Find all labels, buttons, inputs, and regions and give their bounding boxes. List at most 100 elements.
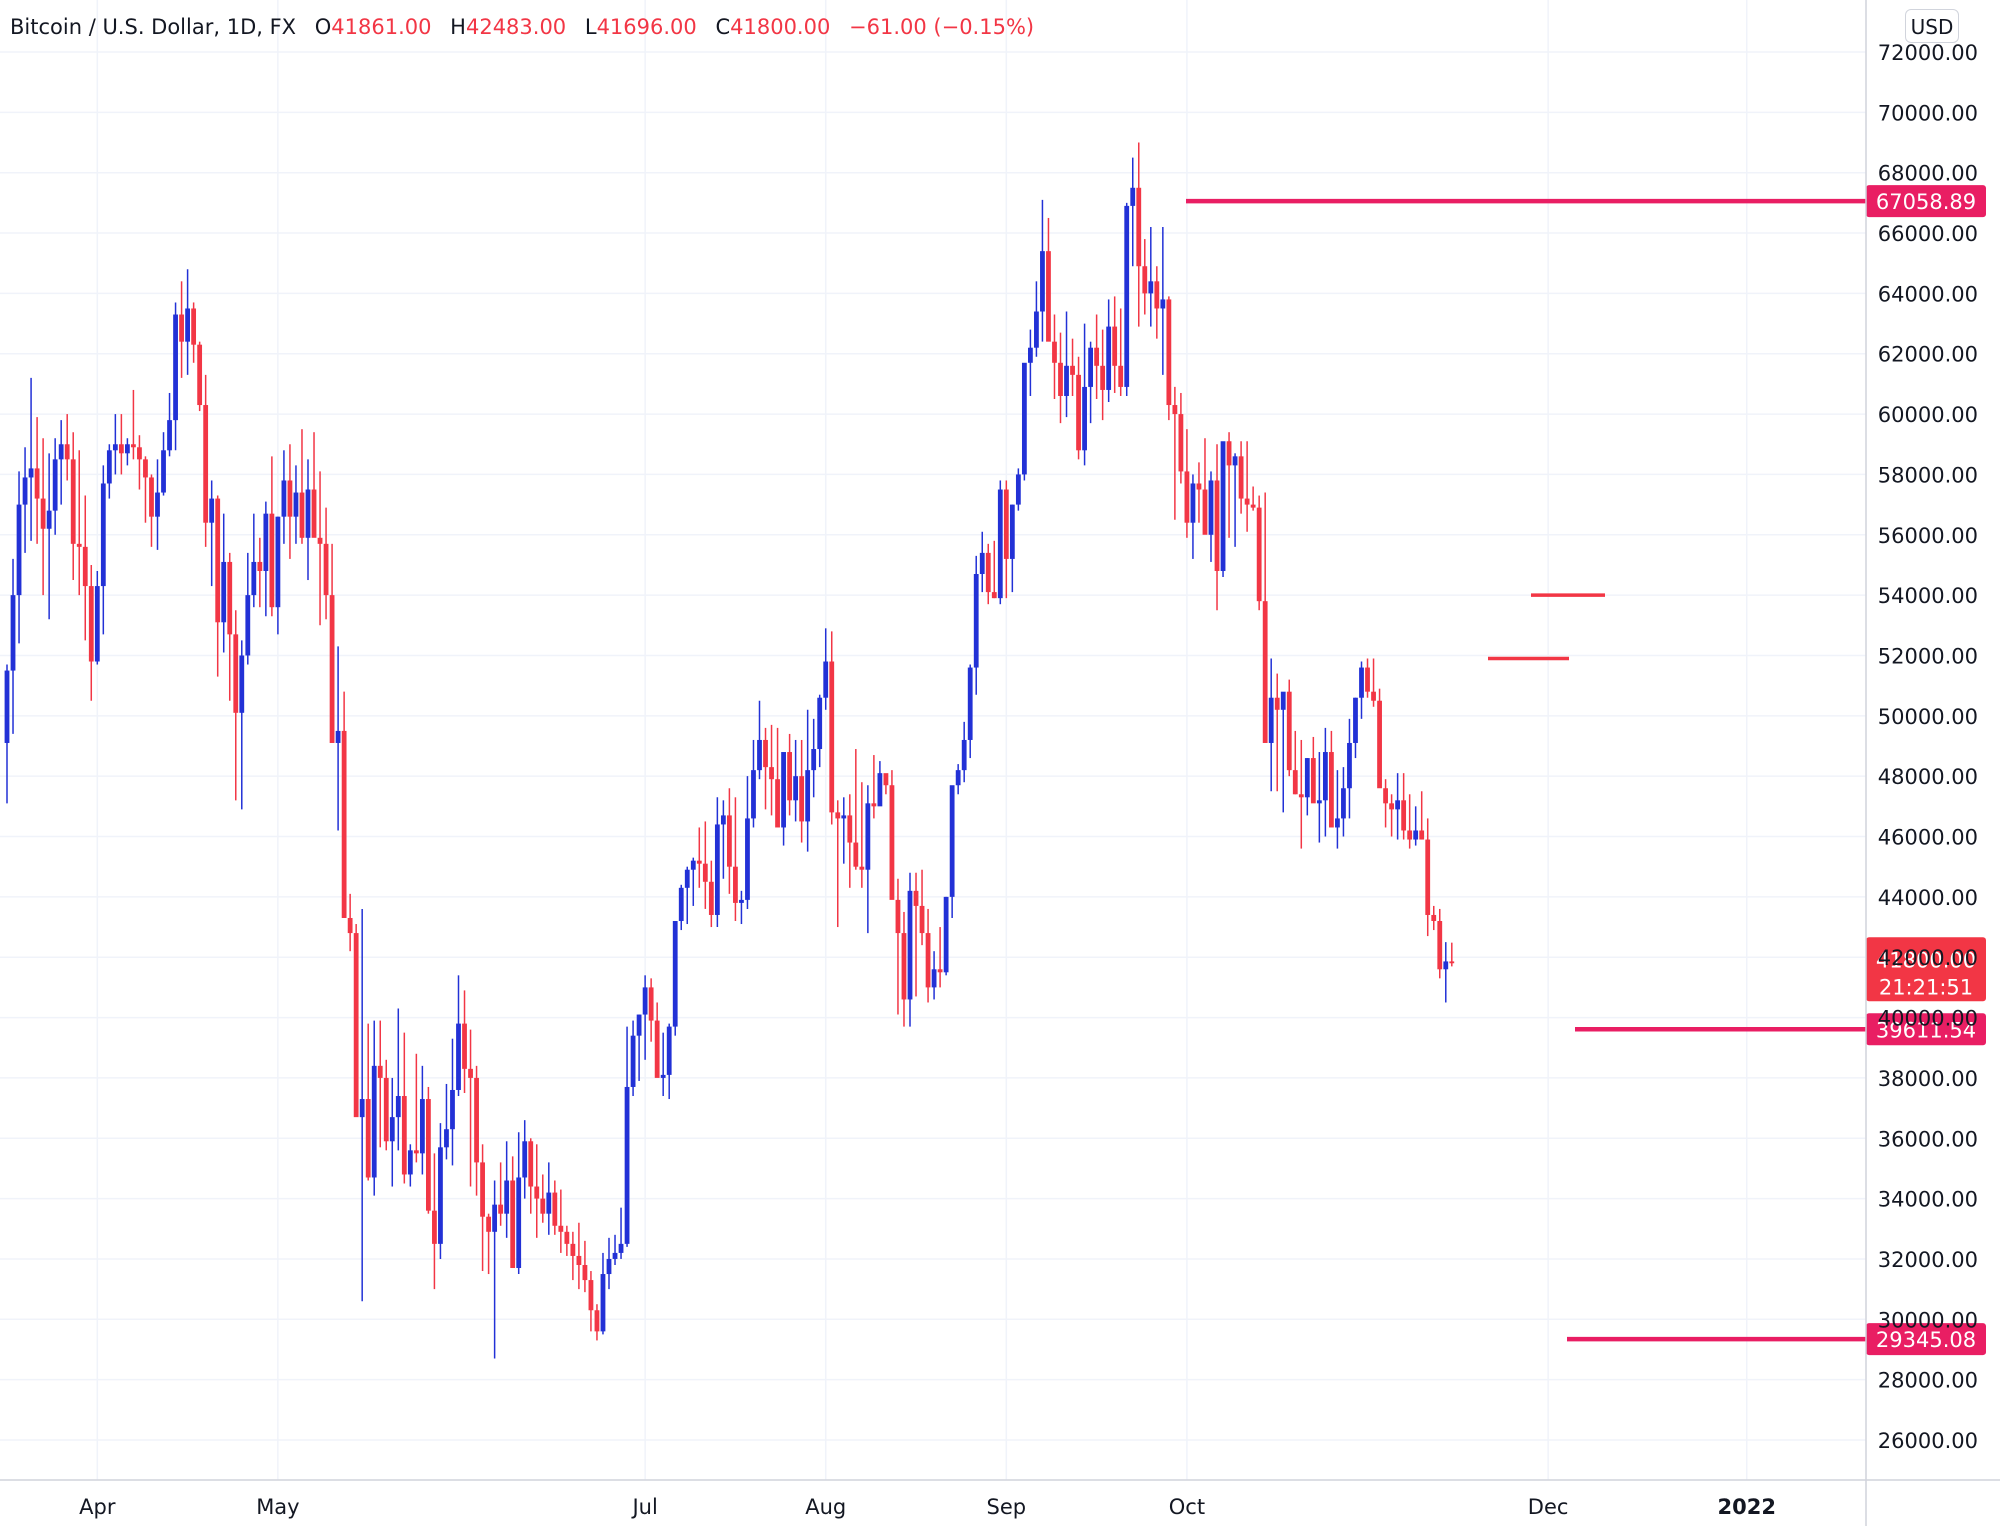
candle-body (588, 1280, 594, 1311)
candle-body (618, 1243, 624, 1253)
currency-button[interactable]: USD (1905, 9, 1959, 43)
candle-body (1437, 921, 1443, 970)
candle-body (877, 773, 883, 807)
candle-body (131, 444, 136, 448)
y-tick-label: 48000.00 (1878, 765, 1978, 789)
candle-body (419, 1099, 425, 1154)
candle-body (775, 779, 780, 828)
candle-body (137, 447, 142, 460)
candle-body (937, 969, 943, 973)
candle-body (106, 450, 112, 484)
candle-body (883, 773, 889, 786)
candle-body (76, 543, 82, 547)
candle-body (660, 1074, 666, 1078)
candle-body (480, 1162, 485, 1217)
candle-body (684, 869, 690, 888)
candle-body (492, 1204, 498, 1232)
y-tick-label: 64000.00 (1878, 282, 1978, 306)
close-label: C (715, 15, 731, 39)
candle-body (648, 987, 654, 1021)
candle-body (630, 1035, 636, 1087)
candle-body (702, 863, 708, 882)
candle-body (365, 1099, 371, 1178)
candle-body (961, 739, 967, 771)
candle-body (1202, 489, 1208, 535)
candle-body (985, 552, 991, 593)
candle-body (943, 896, 949, 973)
candle-body (1094, 347, 1100, 366)
candle-body (865, 803, 871, 870)
candle-body (799, 776, 805, 822)
candle-body (257, 561, 263, 571)
low-label: L (584, 15, 597, 39)
candle-body (1208, 480, 1214, 535)
candle-body (871, 803, 877, 807)
candle-body (1118, 365, 1124, 387)
candle-body (1100, 365, 1106, 390)
candle-body (1238, 456, 1244, 499)
candle-body (1064, 365, 1069, 396)
candle-body (1070, 365, 1075, 375)
candle-body (528, 1141, 534, 1187)
bar-countdown-timer: 21:21:51 (1879, 975, 1973, 999)
candle-body (161, 450, 166, 493)
current-price-label: 41800.00 (1876, 948, 1976, 972)
candle-body (1088, 347, 1093, 387)
candle-body (1280, 691, 1286, 710)
candle-body (690, 860, 696, 870)
candle-body (1304, 758, 1310, 798)
candle-body (1298, 794, 1304, 798)
candle-body (522, 1141, 528, 1178)
candle-body (769, 767, 774, 780)
y-tick-label: 60000.00 (1878, 403, 1978, 427)
open-value: 41861.00 (331, 15, 432, 39)
candle-body (853, 842, 859, 867)
level-price-label: 39611.54 (1876, 1018, 1976, 1042)
candle-body (401, 1096, 407, 1175)
candle-body (1190, 483, 1196, 523)
y-tick-label: 44000.00 (1878, 886, 1978, 910)
candle-body (317, 537, 323, 544)
candle-body (100, 483, 106, 587)
candle-body (251, 561, 257, 596)
level-price-tag (1866, 185, 1986, 218)
y-tick-label: 50000.00 (1878, 705, 1978, 729)
candle-body (805, 770, 811, 822)
candle-body (1286, 691, 1292, 771)
candle-body (636, 1014, 642, 1036)
candle-body (925, 933, 931, 988)
candle-body (173, 314, 178, 421)
x-tick-label: Aug (805, 1495, 846, 1519)
y-tick-label: 72000.00 (1878, 41, 1978, 65)
candle-body (486, 1216, 491, 1232)
candle-body (1166, 299, 1172, 406)
x-tick-label: Oct (1169, 1495, 1205, 1519)
horizontal-levels[interactable]: 67058.89 39611.54 29345.08 41800.00 21:21:51 (1186, 185, 1986, 1356)
candle-body (510, 1180, 516, 1269)
candle-body (1383, 788, 1388, 804)
level-price-label: 67058.89 (1876, 190, 1976, 214)
candle-body (1377, 700, 1382, 789)
candle-body (353, 933, 359, 1118)
candle-body (967, 667, 973, 740)
y-tick-label: 70000.00 (1878, 101, 1978, 125)
candle-body (1058, 362, 1063, 396)
candle-body (1130, 187, 1136, 206)
candle-body (1256, 507, 1262, 602)
candle-body (432, 1210, 437, 1244)
candle-body (1015, 474, 1021, 505)
candle-body (979, 552, 985, 575)
candle-body (859, 866, 865, 870)
candle-body (781, 752, 786, 828)
candle-body (570, 1243, 576, 1256)
candle-body (112, 444, 118, 451)
candle-body (546, 1192, 552, 1214)
ohlc-legend: Bitcoin / U.S. Dollar, 1D, FX O41861.00 … (10, 12, 1034, 42)
y-tick-label: 26000.00 (1878, 1429, 1978, 1453)
candle-body (143, 459, 148, 478)
symbol-title[interactable]: Bitcoin / U.S. Dollar, 1D, FX (10, 15, 297, 39)
grid (0, 0, 1866, 1480)
